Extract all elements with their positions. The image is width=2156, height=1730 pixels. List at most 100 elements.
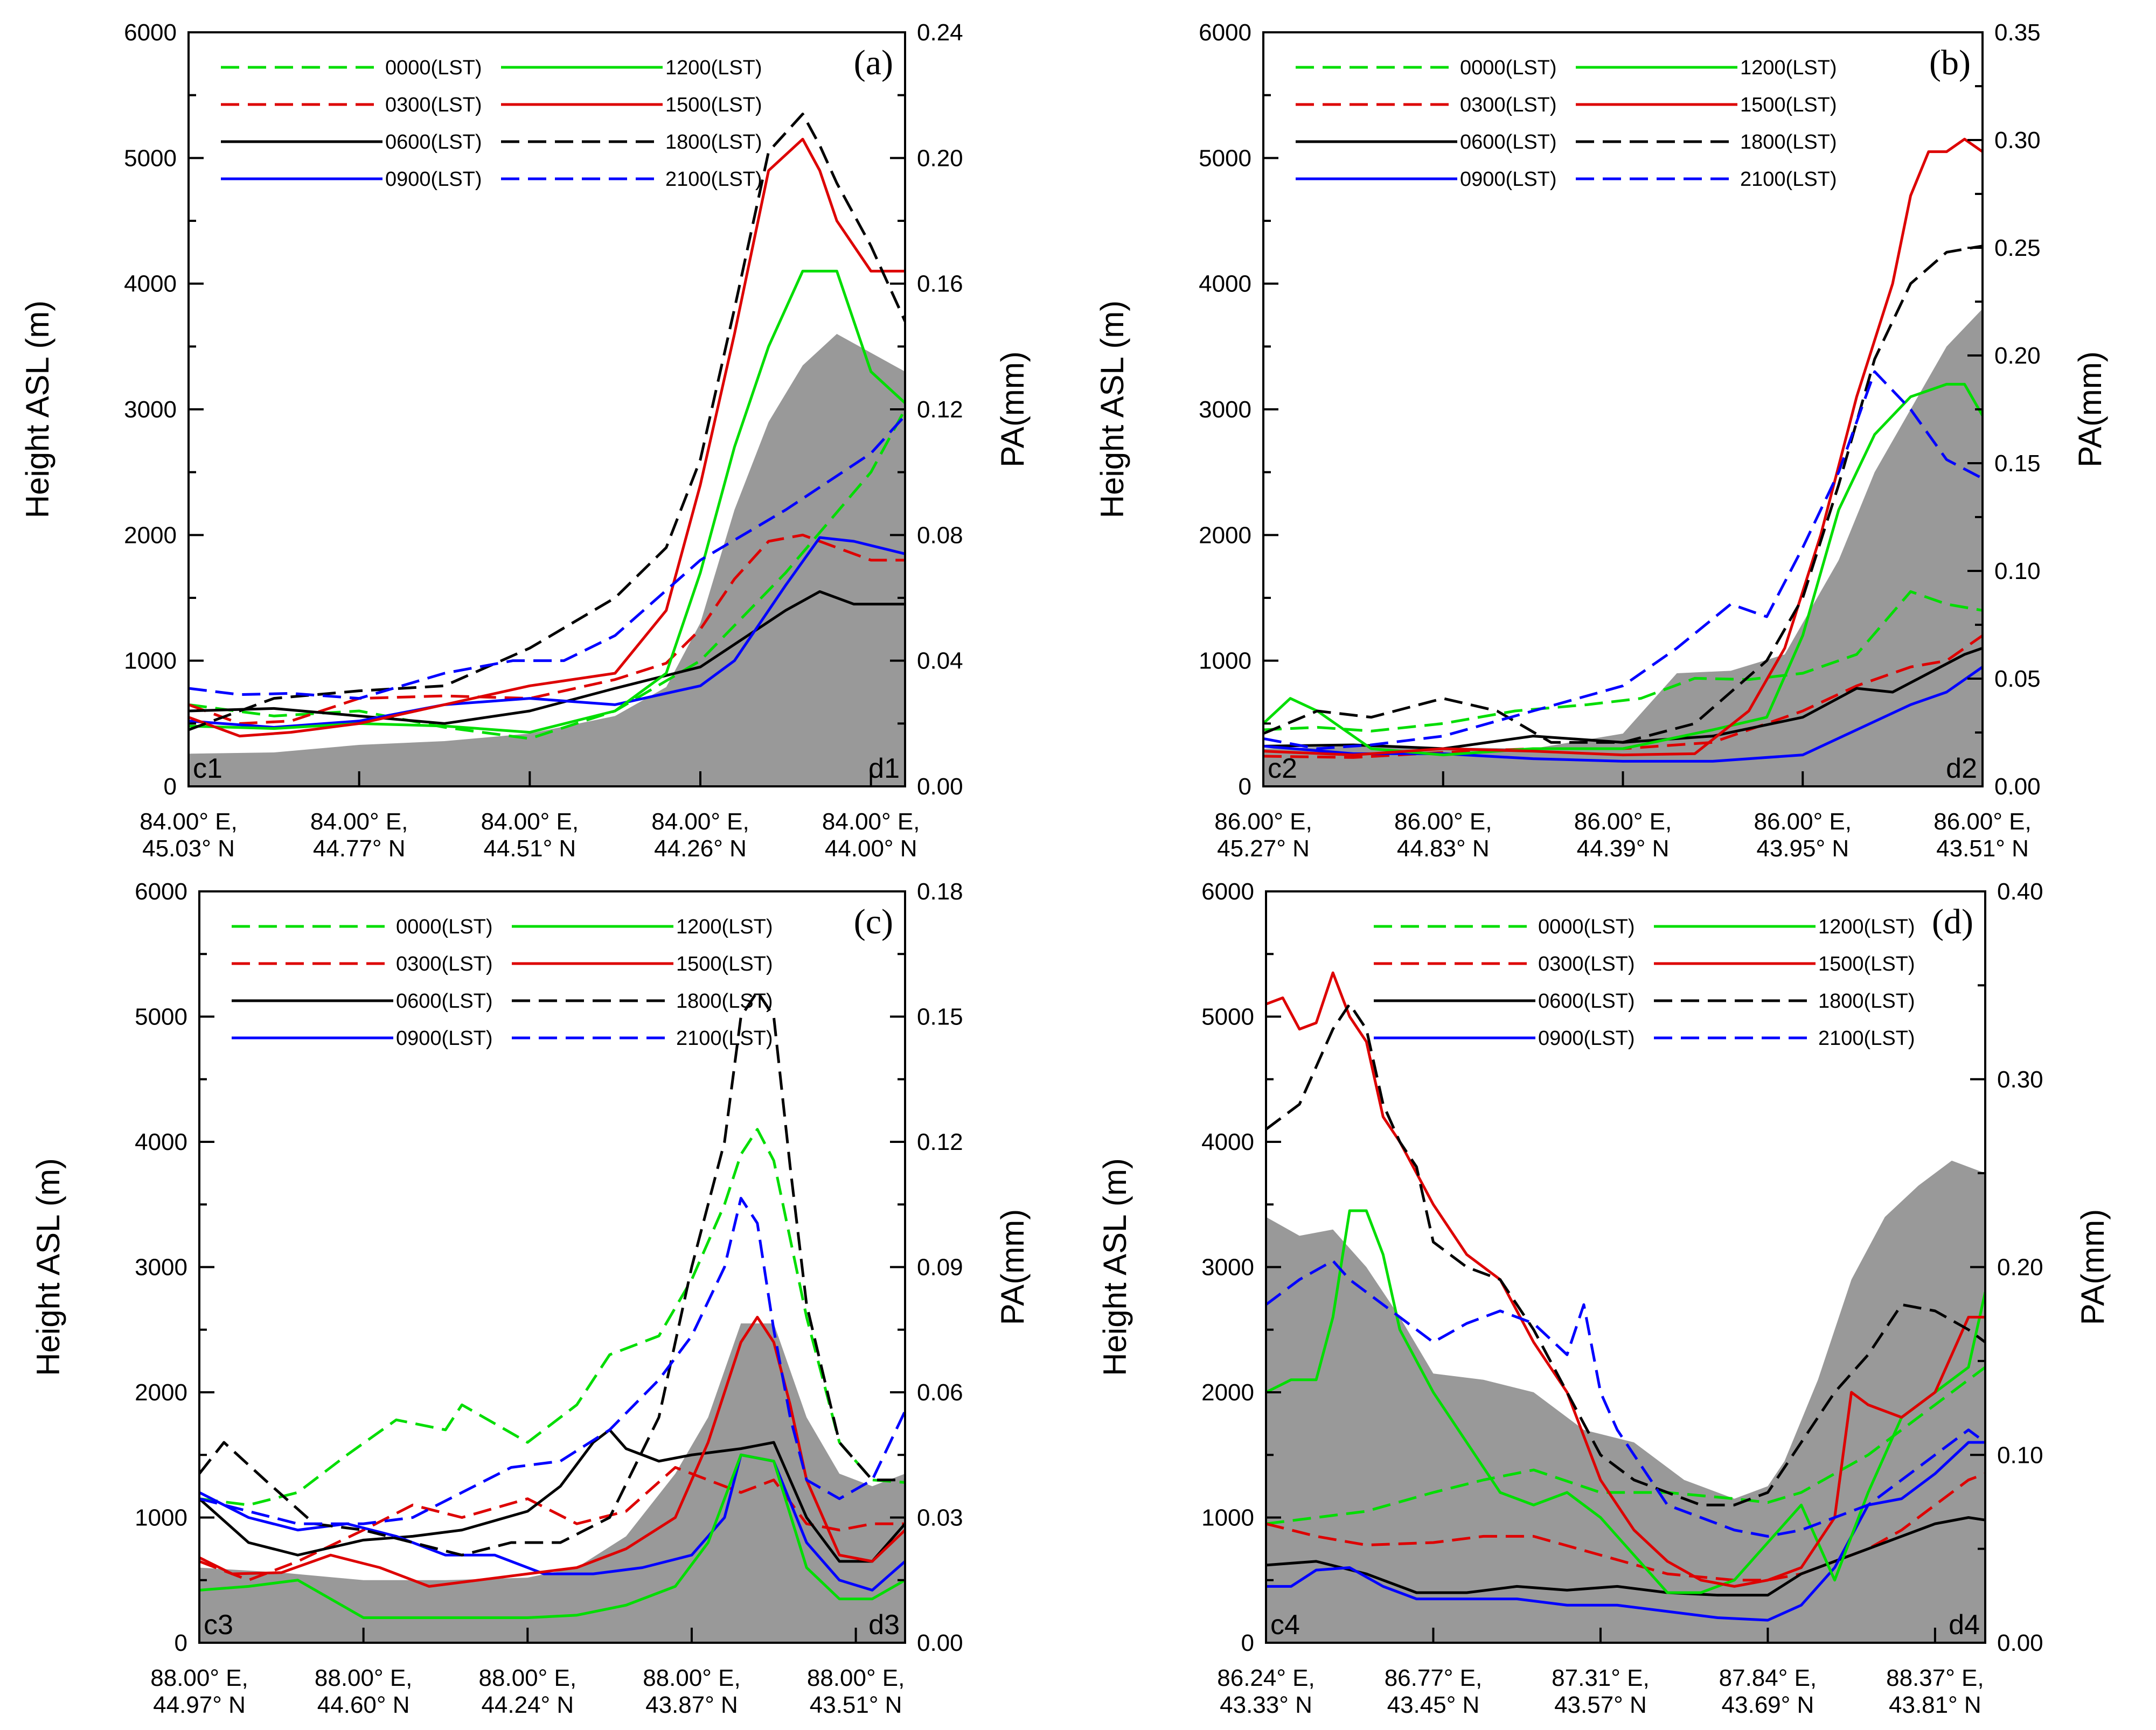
y-right-tick-label: 0.08 (917, 522, 963, 548)
x-tick-label-lon: 88.00° E, (807, 1665, 905, 1691)
y-right-tick-label: 0.12 (917, 396, 963, 423)
legend-label: 0300(LST) (396, 953, 493, 975)
series-line-1500lst (1263, 137, 1983, 757)
y-right-axis-label: PA(mm) (994, 351, 1031, 468)
series-line-2100lst (1263, 370, 1983, 750)
y-left-tick-label: 6000 (1201, 878, 1254, 905)
x-tick-label-lon: 87.31° E, (1552, 1665, 1650, 1691)
x-tick-label-lat: 44.51° N (483, 835, 576, 862)
y-left-tick-label: 6000 (124, 19, 177, 46)
series-line-2100lst (199, 1197, 905, 1525)
x-tick-label-lon: 86.24° E, (1217, 1665, 1315, 1691)
y-left-tick-label: 0 (175, 1630, 187, 1656)
y-left-tick-label: 0 (1239, 773, 1251, 800)
series-line-1800lst (1263, 245, 1983, 744)
y-right-tick-label: 0.12 (917, 1129, 963, 1155)
corner-label-left: c3 (204, 1609, 233, 1641)
y-right-tick-label: 0.25 (1994, 235, 2041, 261)
y-right-axis-label: PA(mm) (2075, 1209, 2111, 1326)
terrain-area (189, 334, 905, 786)
series-line-1200lst (199, 1453, 905, 1619)
y-right-tick-label: 0.20 (1994, 343, 2041, 369)
panel-letter: (b) (1929, 43, 1971, 82)
y-left-tick-label: 5000 (135, 1004, 187, 1030)
x-tick-label-lon: 88.00° E, (150, 1665, 248, 1691)
panel-letter: (c) (854, 902, 893, 941)
x-tick-label-lat: 43.51° N (1936, 835, 2029, 862)
y-left-tick-label: 5000 (1201, 1004, 1254, 1030)
y-left-tick-label: 3000 (124, 396, 177, 423)
y-right-tick-label: 0.00 (1997, 1630, 2043, 1656)
corner-label-left: c4 (1270, 1609, 1300, 1641)
corner-label-right: d3 (868, 1609, 900, 1641)
series-line-1800lst (1266, 1002, 1985, 1506)
x-tick-label-lat: 44.83° N (1397, 835, 1490, 862)
y-left-tick-label: 6000 (1199, 19, 1251, 46)
x-tick-label-lat: 43.33° N (1220, 1692, 1312, 1718)
x-tick-label-lon: 84.00° E, (481, 808, 579, 835)
series-line-0000lst (199, 1128, 905, 1506)
x-tick-label-lat: 44.26° N (654, 835, 747, 862)
legend-label: 2100(LST) (1818, 1027, 1915, 1050)
corner-label-right: d1 (868, 753, 900, 784)
legend-label: 0600(LST) (1538, 990, 1635, 1013)
series-line-1800lst (199, 990, 905, 1557)
x-tick-label-lat: 44.97° N (153, 1692, 246, 1718)
terrain-area (1263, 309, 1983, 786)
legend-label: 0000(LST) (1460, 57, 1557, 79)
y-right-tick-label: 0.00 (917, 773, 963, 800)
series-line-1200lst (189, 269, 905, 734)
y-right-axis-label: PA(mm) (2072, 351, 2108, 468)
y-right-tick-label: 0.35 (1994, 19, 2041, 46)
y-right-tick-label: 0.00 (917, 1630, 963, 1656)
y-left-tick-label: 2000 (1199, 522, 1251, 548)
x-tick-label-lon: 86.00° E, (1394, 808, 1492, 835)
legend-label: 0900(LST) (1460, 168, 1557, 191)
corner-label-right: d4 (1949, 1609, 1980, 1641)
x-tick-label-lon: 86.00° E, (1934, 808, 2032, 835)
legend-label: 0000(LST) (1538, 916, 1635, 938)
y-left-tick-label: 4000 (1199, 271, 1251, 297)
y-right-tick-label: 0.10 (1994, 558, 2041, 584)
legend-label: 1800(LST) (1740, 131, 1837, 154)
panel-b: 0 1000 2000 3000 4000 5000 6000 0.00 0.05 0.10 0.1… (1094, 19, 2108, 862)
x-tick-label-lon: 88.00° E, (315, 1665, 413, 1691)
terrain-area (1266, 1160, 1985, 1643)
legend-label: 1800(LST) (665, 131, 762, 154)
y-left-tick-label: 1000 (124, 648, 177, 674)
series-line-0900lst (1266, 1441, 1985, 1622)
series-line-0000lst (1263, 590, 1983, 733)
series-line-0300lst (199, 1466, 905, 1582)
y-left-tick-label: 4000 (135, 1129, 187, 1155)
legend-label: 1500(LST) (1818, 953, 1915, 975)
y-left-tick-label: 0 (164, 773, 177, 800)
series-line-0000lst (1266, 1366, 1985, 1525)
x-tick-label-lat: 45.03° N (142, 835, 235, 862)
y-right-tick-label: 0.16 (917, 271, 963, 297)
y-right-tick-label: 0.10 (1997, 1442, 2043, 1468)
legend-label: 1800(LST) (676, 990, 773, 1013)
y-left-tick-label: 5000 (1199, 145, 1251, 171)
corner-label-left: c2 (1268, 753, 1297, 784)
x-tick-label-lat: 43.69° N (1722, 1692, 1814, 1718)
x-tick-label-lon: 86.00° E, (1574, 808, 1672, 835)
x-tick-label-lon: 86.77° E, (1385, 1665, 1483, 1691)
y-right-tick-label: 0.06 (917, 1379, 963, 1406)
x-tick-label-lat: 43.57° N (1554, 1692, 1647, 1718)
y-right-tick-label: 0.30 (1994, 127, 2041, 154)
panel-a: 0 1000 2000 3000 4000 5000 6000 0.00 0.04 0.08 0.1… (19, 19, 1031, 862)
y-left-tick-label: 2000 (124, 522, 177, 548)
plot-area (199, 990, 905, 1643)
legend-label: 0300(LST) (385, 94, 482, 116)
y-right-tick-label: 0.18 (917, 878, 963, 905)
y-left-tick-label: 4000 (124, 271, 177, 297)
y-left-tick-label: 5000 (124, 145, 177, 171)
legend-label: 0900(LST) (1538, 1027, 1635, 1050)
legend-label: 1500(LST) (665, 94, 762, 116)
y-left-tick-label: 3000 (1201, 1254, 1254, 1281)
y-left-tick-label: 6000 (135, 878, 187, 905)
y-right-tick-label: 0.04 (917, 648, 963, 674)
series-line-0300lst (189, 533, 905, 725)
y-left-axis-label: Height ASL (m) (1094, 301, 1130, 519)
